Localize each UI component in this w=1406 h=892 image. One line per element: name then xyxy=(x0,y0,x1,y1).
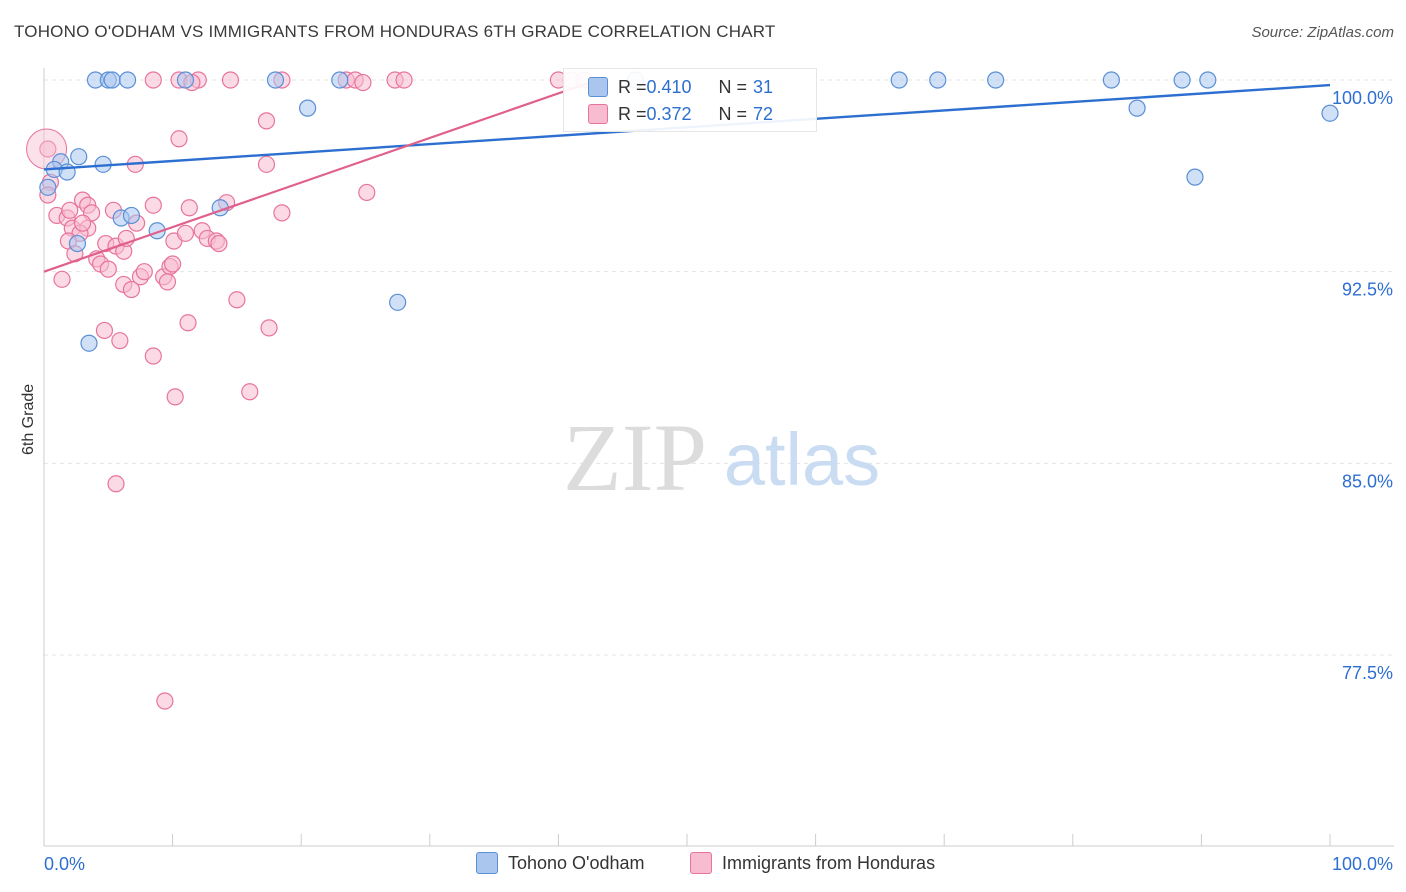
tohono-point xyxy=(389,293,407,311)
legend-swatch-blue xyxy=(476,852,498,874)
gridlines xyxy=(44,79,1394,656)
honduras-point xyxy=(158,273,177,291)
tohono-point xyxy=(1173,71,1191,89)
honduras-point xyxy=(53,270,71,288)
x-tick-label: 100.0% xyxy=(1332,854,1393,874)
honduras-point xyxy=(176,224,195,242)
tohono-point xyxy=(1199,71,1217,89)
y-tick-label: 92.5% xyxy=(1342,280,1393,300)
y-tick-label: 100.0% xyxy=(1332,88,1393,108)
series-tohono-points xyxy=(39,71,1339,352)
honduras-point xyxy=(144,347,162,365)
honduras-point xyxy=(210,234,228,253)
honduras-point xyxy=(257,155,276,173)
legend-item-tohono[interactable]: Tohono O'odham xyxy=(476,852,645,874)
honduras-point xyxy=(170,130,188,148)
honduras-point xyxy=(135,263,153,281)
stats-legend: R = 0.410 N = 31 R = 0.372 N = 72 xyxy=(563,68,817,132)
tohono-point xyxy=(1128,99,1146,117)
bottom-legend: Tohono O'odham Immigrants from Honduras xyxy=(0,852,1406,878)
honduras-point xyxy=(257,112,276,130)
honduras-point xyxy=(358,183,376,202)
tohono-point xyxy=(103,71,121,89)
honduras-point xyxy=(144,196,162,214)
watermark: ZIP atlas xyxy=(563,404,880,511)
honduras-point xyxy=(241,383,259,401)
tohono-point xyxy=(39,178,57,196)
tohono-point xyxy=(118,71,137,89)
watermark-atlas: atlas xyxy=(724,418,880,501)
legend-swatch-pink xyxy=(690,852,712,874)
x-tick-label: 0.0% xyxy=(44,854,85,874)
legend-label-tohono: Tohono O'odham xyxy=(508,852,645,873)
stats-n-value: 72 xyxy=(753,103,774,124)
honduras-point xyxy=(354,73,372,92)
stats-row-honduras: R = 0.372 N = 72 xyxy=(588,101,773,127)
stats-row-tohono: R = 0.410 N = 31 xyxy=(588,74,773,100)
stats-swatch-pink xyxy=(588,104,608,124)
tohono-point xyxy=(80,334,98,352)
honduras-point xyxy=(166,388,184,406)
honduras-point xyxy=(39,140,57,158)
honduras-point xyxy=(73,214,92,232)
honduras-point xyxy=(228,291,246,309)
honduras-point xyxy=(273,204,291,222)
tohono-point xyxy=(1321,104,1339,122)
stats-swatch-blue xyxy=(588,77,608,97)
honduras-point xyxy=(99,260,117,278)
stats-n-value: 31 xyxy=(753,76,774,97)
tohono-point xyxy=(1186,168,1204,186)
stats-n-label: N = xyxy=(718,76,748,97)
honduras-point xyxy=(95,321,114,340)
honduras-point xyxy=(221,71,240,89)
honduras-point xyxy=(122,280,141,299)
source-label: Source: ZipAtlas.com xyxy=(1251,24,1394,41)
tohono-point xyxy=(987,71,1005,89)
tohono-point xyxy=(299,99,317,117)
tohono-point xyxy=(1102,71,1120,89)
honduras-point xyxy=(180,199,198,217)
legend-label-honduras: Immigrants from Honduras xyxy=(722,852,936,873)
honduras-point xyxy=(260,319,278,337)
y-tick-label: 77.5% xyxy=(1342,663,1393,683)
stats-r-value: 0.372 xyxy=(646,103,692,124)
chart-title: TOHONO O'ODHAM VS IMMIGRANTS FROM HONDUR… xyxy=(14,22,776,41)
stats-r-label: R = xyxy=(618,76,647,97)
stats-n-label: N = xyxy=(718,103,748,124)
honduras-point xyxy=(179,314,197,332)
tohono-point xyxy=(331,71,349,89)
honduras-point xyxy=(107,475,125,493)
honduras-point xyxy=(111,332,129,350)
tohono-point xyxy=(122,206,141,225)
tohono-point xyxy=(890,71,908,89)
watermark-zip: ZIP xyxy=(563,404,707,511)
tohono-point xyxy=(929,71,947,89)
tohono-point xyxy=(70,148,88,166)
tohono-point xyxy=(176,71,195,89)
series-honduras-points xyxy=(26,71,593,710)
honduras-point xyxy=(144,71,162,89)
honduras-point xyxy=(61,201,79,219)
honduras-point xyxy=(164,255,182,273)
honduras-point xyxy=(156,692,174,710)
stats-r-value: 0.410 xyxy=(646,76,692,97)
tohono-point xyxy=(68,234,87,253)
honduras-point xyxy=(395,71,413,89)
legend-item-honduras[interactable]: Immigrants from Honduras xyxy=(690,852,935,874)
trend-line-honduras xyxy=(43,78,598,273)
tick-labels: 77.5% 85.0% 92.5% 100.0% 0.0% 100.0% xyxy=(44,88,1393,874)
y-tick-label: 85.0% xyxy=(1342,471,1393,491)
stats-r-label: R = xyxy=(618,103,647,124)
tohono-point xyxy=(266,71,285,89)
